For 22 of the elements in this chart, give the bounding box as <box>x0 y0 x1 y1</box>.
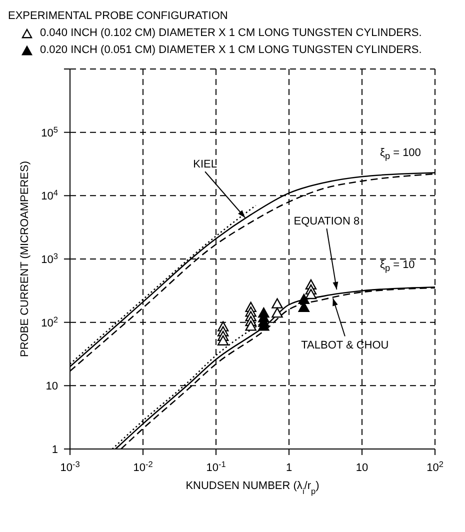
annotation: EQUATION 8 <box>294 215 360 228</box>
y-tick-label: 10 <box>46 380 58 393</box>
x-axis-title: KNUDSEN NUMBER (λ$_{i}$/r$_{p}$) <box>186 480 320 496</box>
legend-label: 0.020 INCH (0.051 CM) DIAMETER X 1 CM LONG TUNGSTEN CYLINDERS. <box>40 43 422 58</box>
x-tick-label: 10$^{-3}$ <box>60 460 80 474</box>
x-tick-label: 1 <box>286 462 292 474</box>
annotation: TALBOT & CHOU <box>301 339 389 352</box>
annotation: KIEL <box>193 158 217 171</box>
x-tick-label: 10$^{2}$ <box>426 460 444 474</box>
legend-label: 0.040 INCH (0.102 CM) DIAMETER X 1 CM LONG TUNGSTEN CYLINDERS. <box>40 26 422 41</box>
x-tick-label: 10 <box>356 462 368 474</box>
y-axis-title: PROBE CURRENT (MICROAMPERES) <box>19 161 31 357</box>
x-tick-label: 10$^{-2}$ <box>133 460 154 474</box>
annotation: ξ$_{p}$ = 10 <box>380 259 415 274</box>
y-tick-label: 10$^{5}$ <box>41 124 58 140</box>
y-tick-label: 1 <box>52 444 58 456</box>
y-tick-label: 10$^{3}$ <box>41 252 58 266</box>
y-tick-label: 10$^{2}$ <box>41 314 58 330</box>
annotation: ξ$_{p}$ = 100 <box>380 147 421 162</box>
x-tick-label: 10$^{-1}$ <box>206 460 226 474</box>
y-tick-label: 10$^{4}$ <box>41 188 58 203</box>
legend-title: EXPERIMENTAL PROBE CONFIGURATION <box>8 9 229 24</box>
